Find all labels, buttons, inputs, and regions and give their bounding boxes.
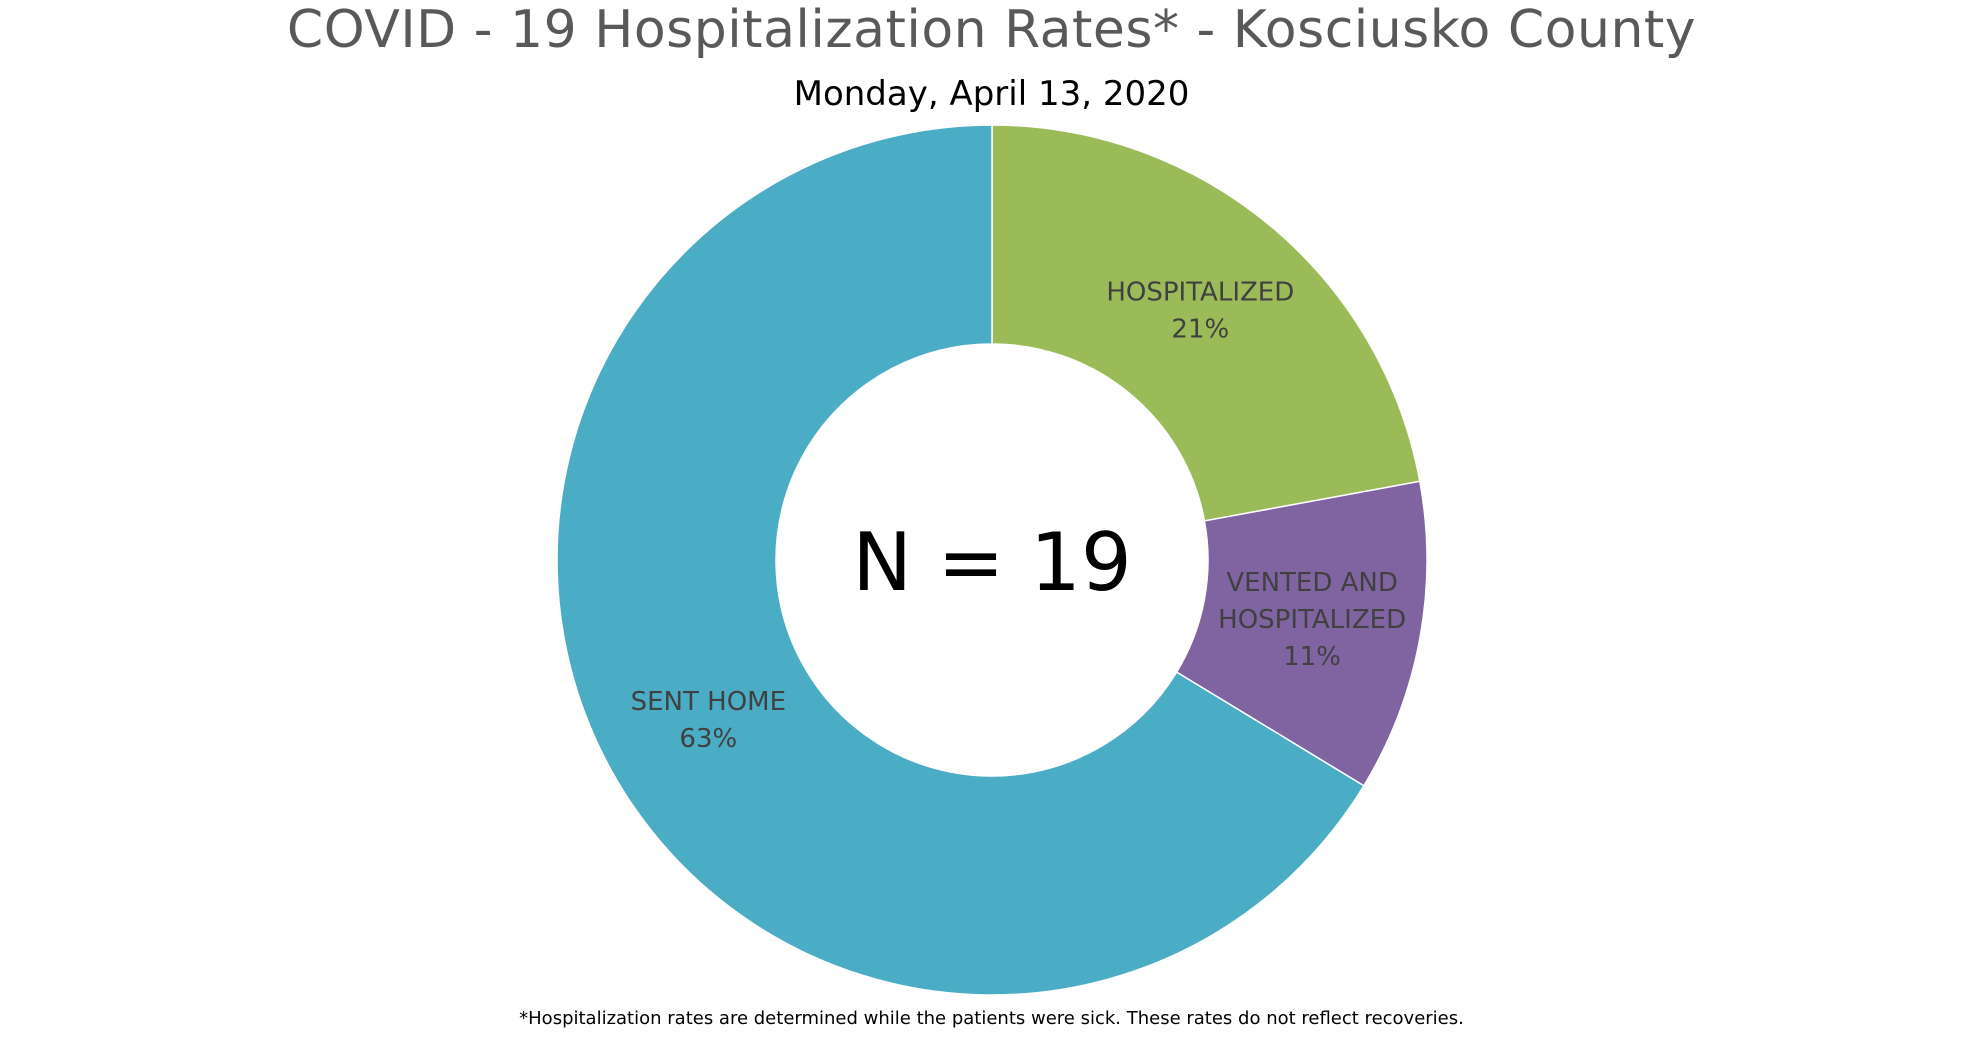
slice-sent-home [556,124,1365,996]
chart-subtitle: Monday, April 13, 2020 [793,74,1190,114]
chart-footnote: *Hospitalization rates are determined wh… [519,1008,1464,1029]
slice-label-vented-and-hospitalized: VENTED AND HOSPITALIZED 11% [1218,568,1406,672]
center-label: N = 19 [852,516,1132,609]
slice-label-sent-home: SENT HOME 63% [631,687,786,754]
slice-labels: HOSPITALIZED 21% VENTED AND HOSPITALIZED 11%… [631,277,1406,754]
slice-label-hospitalized: HOSPITALIZED 21% [1106,277,1294,344]
chart-title: COVID - 19 Hospitalization Rates* - Kosc… [286,0,1697,60]
donut-slices [556,124,1428,996]
slice-hospitalized [991,124,1421,522]
